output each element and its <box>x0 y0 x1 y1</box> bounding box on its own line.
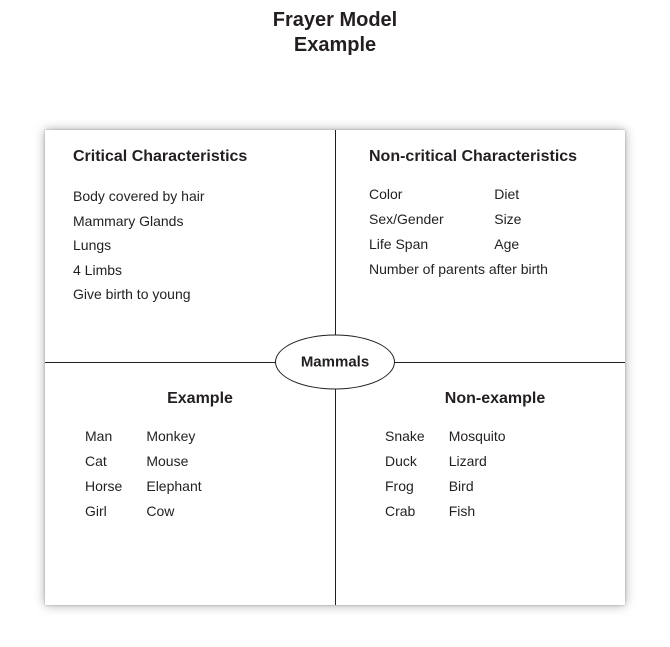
list-nonexample: Snake Mosquito Duck Lizard Frog Bird Cra… <box>385 426 506 522</box>
list-item: Horse <box>85 476 122 497</box>
list-item: Bird <box>449 476 506 497</box>
heading-critical: Critical Characteristics <box>73 148 315 166</box>
list-item: Lizard <box>449 451 506 472</box>
title-line-2: Example <box>0 33 670 58</box>
center-concept-label: Mammals <box>301 354 369 371</box>
list-item: 4 Limbs <box>73 258 315 283</box>
list-item: Diet <box>494 184 548 205</box>
list-item: Mouse <box>146 451 201 472</box>
center-concept-oval: Mammals <box>275 335 395 390</box>
list-item: Body covered by hair <box>73 184 315 209</box>
list-item: Number of parents after birth <box>369 259 548 280</box>
list-noncritical: Color Diet Sex/Gender Size Life Span Age… <box>369 184 548 280</box>
list-item: Girl <box>85 501 122 522</box>
quadrant-example: Example Man Monkey Cat Mouse Horse Eleph… <box>45 362 335 605</box>
list-item: Snake <box>385 426 425 447</box>
list-item: Crab <box>385 501 425 522</box>
quadrant-critical: Critical Characteristics Body covered by… <box>45 130 335 362</box>
list-item: Lungs <box>73 233 315 258</box>
list-example: Man Monkey Cat Mouse Horse Elephant Girl… <box>85 426 202 522</box>
list-item: Cow <box>146 501 201 522</box>
page-title-block: Frayer Model Example <box>0 0 670 58</box>
list-item: Mosquito <box>449 426 506 447</box>
list-item: Size <box>494 209 548 230</box>
list-item: Duck <box>385 451 425 472</box>
list-item: Age <box>494 234 548 255</box>
title-line-1: Frayer Model <box>0 8 670 33</box>
list-item: Cat <box>85 451 122 472</box>
list-item: Frog <box>385 476 425 497</box>
list-item: Elephant <box>146 476 201 497</box>
list-critical: Body covered by hair Mammary Glands Lung… <box>73 184 315 307</box>
list-item: Fish <box>449 501 506 522</box>
list-item: Life Span <box>369 234 470 255</box>
quadrant-nonexample: Non-example Snake Mosquito Duck Lizard F… <box>335 362 625 605</box>
quadrant-noncritical: Non-critical Characteristics Color Diet … <box>335 130 625 362</box>
frayer-panel: Critical Characteristics Body covered by… <box>45 130 625 605</box>
list-item: Color <box>369 184 470 205</box>
list-item: Give birth to young <box>73 282 315 307</box>
heading-noncritical: Non-critical Characteristics <box>369 148 605 166</box>
heading-example: Example <box>85 390 315 408</box>
list-item: Monkey <box>146 426 201 447</box>
list-item: Mammary Glands <box>73 209 315 234</box>
list-item: Man <box>85 426 122 447</box>
list-item: Sex/Gender <box>369 209 470 230</box>
heading-nonexample: Non-example <box>385 390 605 408</box>
